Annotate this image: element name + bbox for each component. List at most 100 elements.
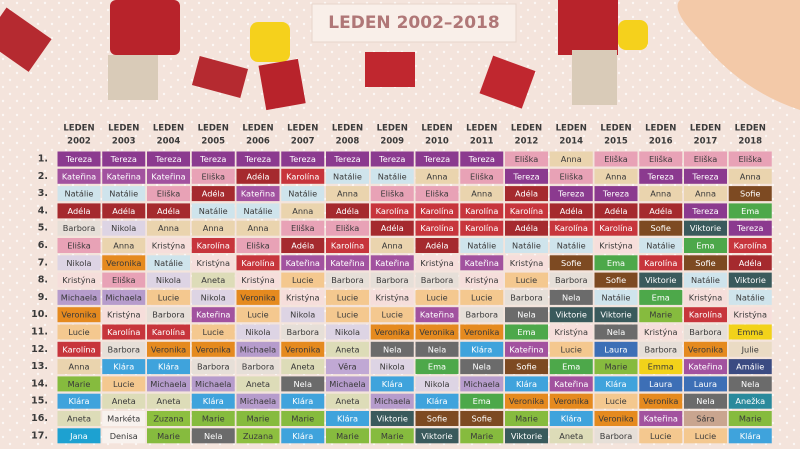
name-text: Adéla (426, 241, 449, 251)
name-cell (191, 255, 235, 271)
column-year: 2010 (425, 137, 449, 147)
name-text: Michaela (240, 396, 276, 406)
name-cell (281, 359, 325, 375)
name-cell (370, 220, 414, 236)
name-cell (281, 324, 325, 340)
column-year: 2006 (246, 137, 270, 147)
name-cell (728, 168, 772, 184)
name-cell (460, 151, 504, 167)
name-cell (684, 411, 727, 426)
name-text: Eliška (604, 154, 628, 164)
name-cell (639, 168, 683, 184)
name-text: Natálie (244, 206, 273, 216)
rank-label: 6. (38, 240, 48, 251)
name-cell (236, 341, 280, 357)
name-text: Eliška (201, 171, 225, 181)
name-text: Aneta (67, 414, 91, 424)
name-text: Eliška (157, 189, 181, 199)
name-cell (236, 186, 280, 202)
name-text: Barbora (555, 275, 588, 285)
name-cell (57, 255, 101, 271)
name-text: Emma (648, 362, 674, 372)
name-cell (236, 168, 280, 184)
name-text: Marie (247, 414, 270, 424)
name-text: Kateřina (196, 310, 230, 320)
name-cell (505, 203, 548, 219)
name-text: Kristýna (286, 292, 320, 302)
name-cell (236, 411, 280, 426)
name-text: Veronika (598, 414, 633, 424)
name-text: Amálie (736, 362, 764, 372)
name-text: Kristýna (241, 275, 275, 285)
name-text: Natálie (557, 241, 586, 251)
name-cell (505, 428, 548, 444)
name-table: LEDEN 2002 LEDEN 2003 LEDEN 2004 LEDEN 2005 LEDE… (31, 124, 772, 444)
name-text: Kateřina (465, 258, 499, 268)
name-cell (236, 289, 280, 305)
name-cell (57, 411, 101, 426)
name-cell (281, 393, 325, 409)
name-cell (549, 376, 593, 392)
name-text: Kristýna (420, 258, 454, 268)
name-text: Veronika (554, 396, 589, 406)
name-text: Veronika (419, 327, 454, 337)
name-cell (326, 151, 369, 167)
name-cell (147, 203, 190, 219)
name-text: Klára (337, 414, 358, 424)
name-cell (505, 186, 548, 202)
column-label: LEDEN (645, 124, 676, 134)
name-cell (147, 307, 190, 323)
name-text: Karolína (555, 223, 588, 233)
name-cell (102, 411, 146, 426)
name-text: Laura (649, 379, 672, 389)
name-text: Barbora (376, 275, 409, 285)
name-text: Natálie (691, 275, 720, 285)
name-cell (281, 272, 325, 288)
column-year: 2003 (112, 137, 136, 147)
name-cell (370, 151, 414, 167)
name-cell (684, 393, 727, 409)
name-text: Eliška (425, 189, 449, 199)
name-text: Kateřina (644, 414, 678, 424)
name-text: Karolína (734, 241, 767, 251)
column-year: 2009 (380, 137, 404, 147)
name-text: Anna (606, 171, 627, 181)
name-cell (594, 307, 638, 323)
name-cell (639, 341, 683, 357)
name-text: Tereza (110, 154, 137, 164)
name-cell (728, 411, 772, 426)
name-cell (639, 289, 683, 305)
column-label: LEDEN (287, 124, 318, 134)
name-cell (549, 272, 593, 288)
name-cell (236, 376, 280, 392)
decoration (0, 0, 800, 111)
name-cell (147, 186, 190, 202)
name-text: Adéla (560, 206, 583, 216)
name-cell (639, 324, 683, 340)
name-text: Ema (652, 292, 670, 302)
name-cell (57, 324, 101, 340)
name-text: Lucie (247, 310, 268, 320)
rank-label: 4. (38, 205, 48, 216)
name-text: Viktorie (645, 275, 676, 285)
name-text: Michaela (240, 344, 276, 354)
name-text: Sofie (427, 414, 447, 424)
name-text: Adéla (649, 206, 672, 216)
name-cell (57, 341, 101, 357)
name-cell (460, 186, 504, 202)
name-text: Karolína (599, 223, 632, 233)
name-cell (594, 289, 638, 305)
name-cell (147, 238, 190, 253)
name-text: Lucie (382, 310, 403, 320)
rank-label: 9. (38, 292, 48, 303)
name-text: Barbora (689, 327, 722, 337)
name-text: Klára (740, 431, 761, 441)
name-text: Barbora (242, 362, 275, 372)
rank-label: 11. (31, 327, 48, 338)
column-label: LEDEN (466, 124, 497, 134)
name-cell (281, 168, 325, 184)
name-text: Laura (604, 344, 627, 354)
name-text: Barbora (152, 310, 185, 320)
name-cell (728, 359, 772, 375)
name-text: Adéla (202, 189, 225, 199)
